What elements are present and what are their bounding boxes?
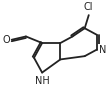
Text: O: O	[2, 35, 10, 45]
Text: N: N	[99, 45, 106, 55]
Text: Cl: Cl	[84, 2, 94, 12]
Text: NH: NH	[35, 76, 49, 86]
